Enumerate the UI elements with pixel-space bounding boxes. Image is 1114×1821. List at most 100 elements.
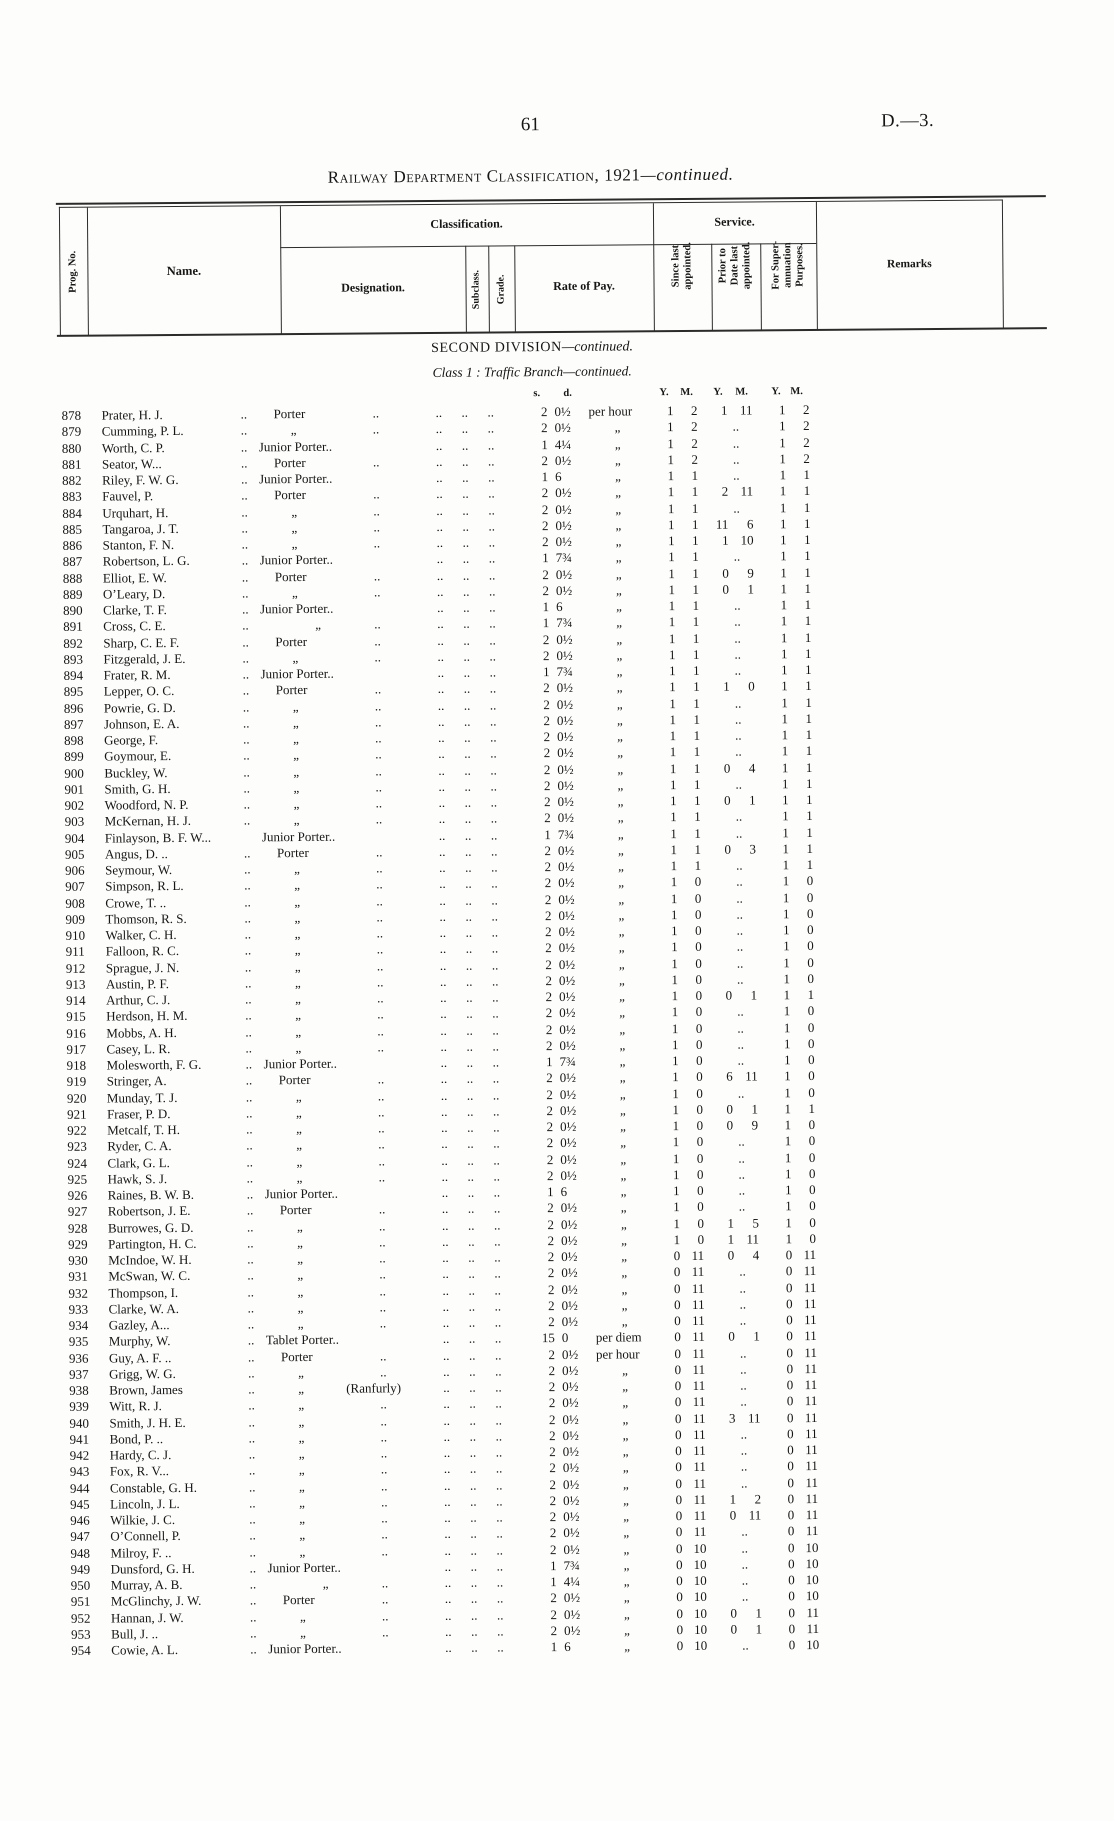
row-since-appointed-years: 0 bbox=[660, 1476, 682, 1492]
row-superannuation-service-years: 1 bbox=[763, 857, 789, 873]
row-pay-unit: „ bbox=[619, 1005, 625, 1021]
dot-leader: .. bbox=[248, 1333, 255, 1349]
row-since-appointed-months: 1 bbox=[676, 777, 700, 793]
row-prior-service: .. bbox=[738, 1166, 745, 1182]
dot-leader: .. bbox=[245, 1008, 252, 1024]
row-superannuation-service-years: 0 bbox=[766, 1247, 792, 1263]
row-superannuation-service-years: 1 bbox=[765, 1150, 791, 1166]
row-since-appointed-years: 1 bbox=[652, 484, 674, 500]
row-pay-pence: 6 bbox=[561, 1184, 568, 1200]
dot-leader: .. bbox=[375, 747, 382, 763]
dot-leader: .. bbox=[380, 1348, 387, 1364]
row-prior-service-years: 0 bbox=[705, 793, 731, 809]
row-pay-unit: „ bbox=[617, 728, 623, 744]
row-pay-unit: „ bbox=[619, 988, 625, 1004]
row-pay-unit: „ bbox=[623, 1492, 629, 1508]
row-prior-service-years: 0 bbox=[706, 988, 732, 1004]
row-superannuation-service-years: 0 bbox=[768, 1491, 794, 1507]
row-superannuation-service-months: 11 bbox=[791, 1426, 817, 1442]
dot-leader: .. .. .. bbox=[445, 1574, 504, 1590]
dot-leader: .. bbox=[373, 487, 380, 503]
row-pay-pence: 0½ bbox=[562, 1379, 578, 1395]
dot-leader: .. .. .. bbox=[438, 681, 497, 697]
row-since-appointed-months: 2 bbox=[673, 403, 697, 419]
dot-leader: .. .. .. bbox=[436, 469, 495, 485]
row-prog-no: 884 bbox=[62, 505, 82, 521]
row-pay-unit: „ bbox=[620, 1135, 626, 1151]
row-superannuation-service-months: 0 bbox=[787, 873, 813, 889]
row-pay-unit: „ bbox=[620, 1151, 626, 1167]
row-pay-shillings: 2 bbox=[523, 859, 551, 875]
row-designation: „ bbox=[297, 1267, 303, 1283]
row-name: Robertson, J. E. bbox=[108, 1203, 191, 1220]
dot-leader: .. .. .. bbox=[436, 534, 495, 550]
row-since-appointed-months: 0 bbox=[679, 1134, 703, 1150]
row-prior-service-months: 4 bbox=[734, 1247, 759, 1263]
dot-leader: .. bbox=[249, 1479, 256, 1495]
row-prog-no: 898 bbox=[64, 733, 84, 749]
row-since-appointed-years: 1 bbox=[656, 939, 678, 955]
row-pay-shillings: 2 bbox=[527, 1347, 555, 1363]
row-superannuation-service-months: 0 bbox=[789, 1166, 815, 1182]
dot-leader: .. .. .. bbox=[442, 1266, 501, 1282]
row-designation: „ bbox=[299, 1495, 305, 1511]
row-pay-shillings: 1 bbox=[520, 469, 548, 485]
dot-leader: .. .. .. bbox=[441, 1087, 500, 1103]
dot-leader: .. bbox=[375, 714, 382, 730]
row-prior-service: .. bbox=[742, 1556, 749, 1572]
row-superannuation-service-months: 1 bbox=[785, 581, 811, 597]
row-name: Metcalf, T. H. bbox=[107, 1122, 180, 1139]
dot-leader: .. bbox=[379, 1202, 386, 1218]
dot-leader: .. bbox=[247, 1251, 254, 1267]
row-pay-unit: „ bbox=[623, 1443, 629, 1459]
dot-leader: .. bbox=[379, 1299, 386, 1315]
row-prior-service-years: 0 bbox=[710, 1508, 736, 1524]
row-since-appointed-months: 0 bbox=[678, 972, 702, 988]
row-pay-shillings: 2 bbox=[523, 908, 551, 924]
dot-leader: .. .. .. bbox=[436, 486, 495, 502]
row-since-appointed-years: 1 bbox=[655, 826, 677, 842]
row-prog-no: 931 bbox=[68, 1269, 88, 1285]
row-pay-unit: „ bbox=[624, 1638, 630, 1654]
row-prog-no: 889 bbox=[63, 586, 83, 602]
row-pay-shillings: 2 bbox=[528, 1460, 556, 1476]
row-pay-unit: „ bbox=[616, 550, 622, 566]
row-since-appointed-years: 1 bbox=[653, 647, 675, 663]
row-pay-pence: 0½ bbox=[561, 1233, 577, 1249]
dot-leader: .. .. .. bbox=[443, 1396, 502, 1412]
dot-leader: .. .. .. bbox=[437, 648, 496, 664]
row-superannuation-service-years: 1 bbox=[763, 873, 789, 889]
row-since-appointed-years: 1 bbox=[657, 1151, 679, 1167]
dot-leader: .. .. .. bbox=[439, 859, 498, 875]
dot-leader: .. .. .. bbox=[442, 1217, 501, 1233]
row-pay-shillings: 1 bbox=[529, 1574, 557, 1590]
row-name: Hardy, C. J. bbox=[110, 1447, 172, 1463]
dot-leader: .. bbox=[373, 535, 380, 551]
row-superannuation-service-years: 1 bbox=[764, 971, 790, 987]
row-pay-pence: 0½ bbox=[563, 1444, 579, 1460]
row-since-appointed-months: 1 bbox=[677, 842, 701, 858]
row-superannuation-service-years: 0 bbox=[768, 1458, 794, 1474]
row-prog-no: 883 bbox=[62, 489, 82, 505]
row-pay-unit: „ bbox=[623, 1427, 629, 1443]
row-since-appointed-years: 1 bbox=[657, 1086, 679, 1102]
row-pay-pence: 0½ bbox=[559, 1038, 575, 1054]
dot-leader: .. bbox=[244, 878, 251, 894]
dot-leader: .. bbox=[378, 1120, 385, 1136]
row-name: Worth, C. P. bbox=[102, 440, 165, 456]
row-prior-service-years: 0 bbox=[705, 841, 731, 857]
dot-leader: .. bbox=[246, 1073, 253, 1089]
row-pay-shillings: 2 bbox=[524, 1022, 552, 1038]
row-since-appointed-years: 0 bbox=[661, 1573, 683, 1589]
row-prior-service-months: 11 bbox=[733, 1069, 758, 1085]
row-name: Herdson, H. M. bbox=[106, 1008, 187, 1025]
row-pay-pence: 0½ bbox=[559, 989, 575, 1005]
dot-leader: .. bbox=[249, 1511, 256, 1527]
row-designation: Porter bbox=[277, 845, 309, 861]
row-name: Simpson, R. L. bbox=[105, 878, 183, 895]
row-superannuation-service-months: 11 bbox=[791, 1328, 817, 1344]
row-prog-no: 936 bbox=[69, 1350, 89, 1366]
dot-leader: .. bbox=[376, 893, 383, 909]
section-class-text: Class 1 : Traffic Branch bbox=[433, 364, 564, 380]
row-designation: „ bbox=[296, 1170, 302, 1186]
